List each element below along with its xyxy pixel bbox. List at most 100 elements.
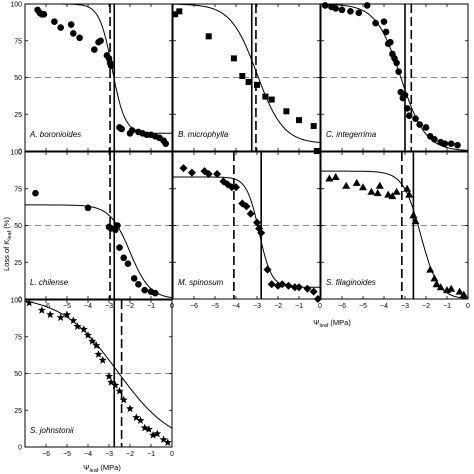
x-tick-label: −4 bbox=[380, 303, 388, 310]
data-point bbox=[130, 275, 138, 282]
x-tick-label: −1 bbox=[443, 303, 451, 310]
data-point bbox=[32, 189, 39, 197]
y-tick-label: 25 bbox=[14, 408, 22, 415]
data-point bbox=[163, 438, 172, 446]
data-point bbox=[331, 172, 340, 180]
data-point bbox=[67, 21, 75, 28]
y-tick-label: 50 bbox=[14, 223, 22, 230]
data-point bbox=[403, 105, 411, 112]
data-point bbox=[426, 265, 435, 273]
species-label: A. boronioides bbox=[29, 130, 81, 139]
x-axis-label-top: Ψleaf (MPa) bbox=[313, 318, 351, 329]
data-point bbox=[124, 260, 132, 268]
data-point bbox=[144, 425, 153, 433]
data-point bbox=[120, 254, 127, 262]
data-point bbox=[313, 148, 320, 154]
data-point bbox=[431, 135, 438, 143]
x-tick-label: −2 bbox=[126, 303, 134, 310]
y-tick-label: 0 bbox=[18, 149, 22, 156]
panel-s-johnstonii: 0 25 50 75 100 −6 −5 −4 −3 −2 −1 0 S. johnstonii bbox=[10, 298, 174, 459]
data-point bbox=[111, 381, 120, 389]
data-point bbox=[84, 204, 92, 212]
y-tick-label: 50 bbox=[14, 75, 22, 82]
data-point bbox=[387, 38, 394, 46]
species-label: S. johnstonii bbox=[30, 426, 74, 435]
data-point bbox=[372, 19, 379, 27]
x-tick-label: −4 bbox=[84, 451, 92, 458]
data-point bbox=[159, 435, 168, 443]
data-point bbox=[118, 125, 125, 133]
data-point bbox=[325, 174, 334, 182]
data-point bbox=[242, 202, 251, 211]
data-point bbox=[140, 423, 149, 432]
data-point bbox=[310, 123, 317, 130]
data-point bbox=[382, 28, 390, 36]
data-point bbox=[380, 18, 388, 25]
data-point bbox=[254, 81, 260, 88]
data-point bbox=[384, 190, 393, 198]
data-point bbox=[76, 34, 83, 42]
panel-s-filaginoides: −6 −5 −4 −3 −2 −1 0 S. filaginoides bbox=[320, 151, 470, 310]
data-point bbox=[91, 46, 98, 53]
data-point bbox=[409, 211, 418, 219]
data-point bbox=[239, 73, 246, 80]
data-point bbox=[290, 283, 299, 292]
data-point bbox=[422, 124, 430, 131]
data-point bbox=[392, 187, 401, 195]
data-point bbox=[321, 2, 329, 9]
x-tick-label: 0 bbox=[466, 303, 470, 310]
data-point bbox=[363, 2, 371, 9]
data-point bbox=[63, 310, 71, 319]
data-point bbox=[432, 280, 441, 288]
y-tick-label: 50 bbox=[14, 371, 22, 378]
fitted-curve bbox=[173, 176, 320, 288]
x-tick-label: 0 bbox=[318, 303, 322, 310]
x-tick-label: −3 bbox=[105, 451, 113, 458]
data-point bbox=[405, 112, 413, 120]
y-tick-label: 75 bbox=[14, 186, 22, 193]
x-tick-label: 0 bbox=[170, 451, 174, 458]
x-axis-label-bottom: Ψleaf (MPa) bbox=[83, 463, 121, 474]
data-point bbox=[412, 115, 419, 122]
data-point bbox=[416, 121, 424, 128]
data-point bbox=[347, 8, 354, 15]
data-point bbox=[227, 183, 236, 192]
x-tick-label: −6 bbox=[190, 303, 198, 310]
data-point bbox=[73, 322, 82, 330]
data-point bbox=[179, 164, 188, 173]
data-point bbox=[128, 127, 136, 134]
species-label: S. filaginoides bbox=[326, 278, 376, 287]
y-axis-label-main: Loss of K bbox=[2, 240, 11, 271]
data-point bbox=[268, 96, 275, 103]
data-point bbox=[441, 140, 449, 147]
data-point bbox=[114, 222, 121, 229]
species-label: L. chilense bbox=[30, 278, 69, 287]
data-point bbox=[263, 265, 272, 274]
y-tick-label: 0 bbox=[18, 297, 22, 304]
data-point bbox=[98, 356, 107, 364]
data-point bbox=[187, 168, 196, 177]
data-point bbox=[119, 395, 128, 404]
panel-a-boronioides: 0 25 50 75 100 A. boronioides bbox=[10, 2, 173, 156]
x-tick-label: −6 bbox=[338, 303, 346, 310]
data-point bbox=[230, 55, 237, 62]
x-tick-label: −2 bbox=[274, 303, 282, 310]
fitted-curve bbox=[172, 3, 321, 143]
data-point bbox=[430, 274, 439, 282]
data-point bbox=[303, 284, 312, 293]
fitted-curve bbox=[24, 300, 173, 429]
data-point bbox=[37, 306, 46, 314]
data-point bbox=[455, 287, 464, 295]
data-point bbox=[162, 140, 169, 147]
panel-m-spinosum: −6 −5 −4 −3 −2 −1 0 M. spinosum bbox=[172, 151, 322, 310]
y-axis-label-unit: (%) bbox=[2, 217, 11, 231]
data-point bbox=[401, 91, 409, 99]
y-tick-label: 100 bbox=[10, 150, 22, 157]
data-point bbox=[135, 281, 142, 288]
x-tick-label: −4 bbox=[84, 303, 92, 310]
data-point bbox=[267, 280, 276, 289]
x-tick-label: −5 bbox=[63, 451, 71, 458]
data-point bbox=[205, 33, 212, 40]
